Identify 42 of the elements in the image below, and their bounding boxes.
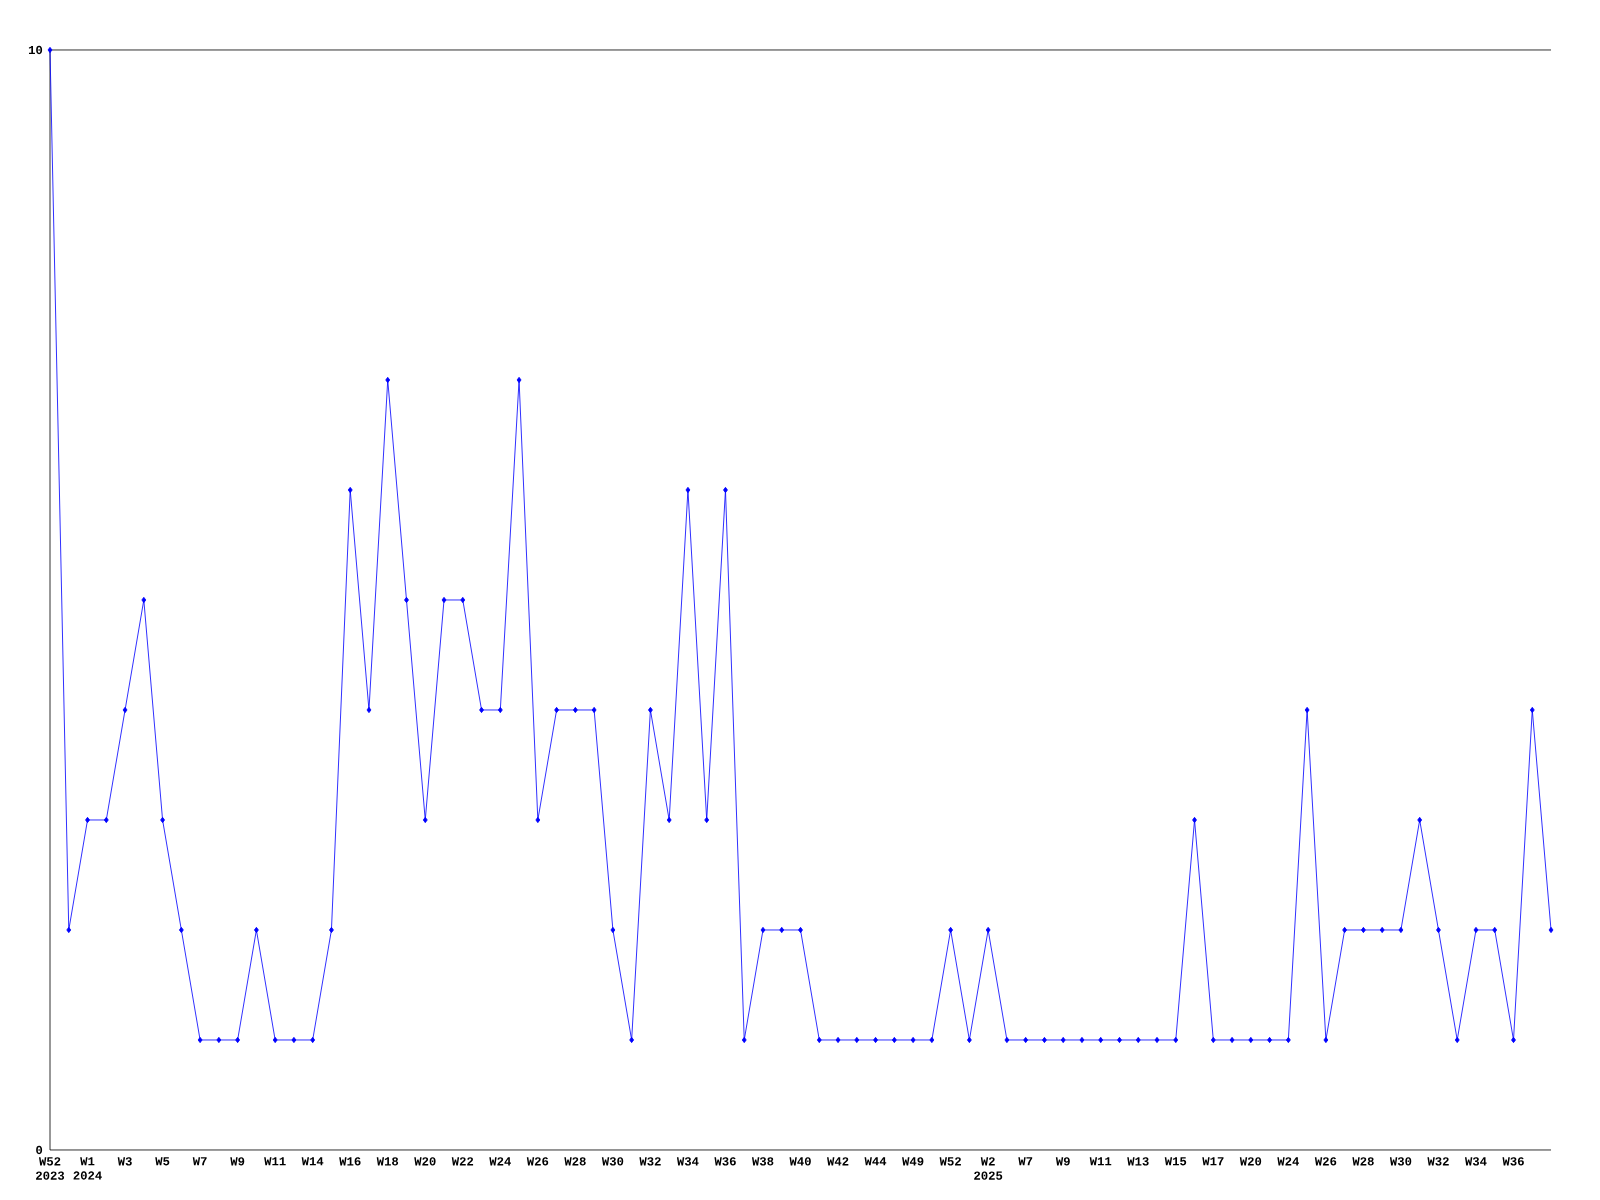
x-tick-label: W26 bbox=[1314, 1157, 1337, 1166]
x-tick-label: W11 bbox=[264, 1157, 286, 1166]
x-tick-label: W1 2024 bbox=[73, 1157, 102, 1180]
x-tick-label: W18 bbox=[376, 1157, 399, 1166]
x-tick-label: W28 bbox=[564, 1157, 586, 1166]
x-tick-label: W13 bbox=[1127, 1157, 1149, 1166]
x-tick-label: W24 bbox=[489, 1157, 511, 1166]
x-tick-label: W14 bbox=[301, 1157, 324, 1166]
x-tick-label: W7 bbox=[192, 1157, 207, 1166]
x-tick-label: W20 bbox=[1239, 1157, 1262, 1166]
x-tick-label: W30 bbox=[601, 1157, 624, 1166]
x-tick-label: W36 bbox=[714, 1157, 736, 1166]
x-tick-label: W15 bbox=[1164, 1157, 1187, 1166]
x-tick-label: W38 bbox=[751, 1157, 774, 1166]
x-tick-label: W2 2025 bbox=[974, 1157, 1003, 1180]
x-tick-label: W32 bbox=[639, 1157, 661, 1166]
x-tick-label: W34 bbox=[676, 1157, 699, 1166]
x-tick-label: W40 bbox=[789, 1157, 811, 1166]
x-tick-label: W11 bbox=[1089, 1157, 1112, 1166]
x-tick-label: W7 bbox=[1018, 1157, 1033, 1166]
x-tick-label: W36 bbox=[1502, 1157, 1524, 1166]
x-tick-label: W22 bbox=[451, 1157, 474, 1166]
x-tick-label: W5 bbox=[155, 1157, 170, 1166]
x-tick-label: W9 bbox=[230, 1157, 245, 1166]
x-tick-label: W20 bbox=[414, 1157, 436, 1166]
x-tick-label: W24 bbox=[1277, 1157, 1299, 1166]
x-tick-label: W17 bbox=[1202, 1157, 1224, 1166]
x-tick-label: W49 bbox=[902, 1157, 924, 1166]
y-tick-label: 0 bbox=[36, 1145, 43, 1155]
x-tick-label: W52 bbox=[939, 1157, 961, 1166]
x-tick-label: W44 bbox=[864, 1157, 887, 1166]
x-tick-label: W52 2023 bbox=[36, 1157, 65, 1180]
x-tick-label: W3 bbox=[117, 1157, 132, 1166]
x-tick-label: W26 bbox=[526, 1157, 549, 1166]
x-tick-label: W9 bbox=[1055, 1157, 1070, 1166]
x-tick-label: W28 bbox=[1352, 1157, 1374, 1166]
x-tick-label: W32 bbox=[1427, 1157, 1449, 1166]
x-tick-label: W30 bbox=[1389, 1157, 1412, 1166]
x-tick-label: W42 bbox=[827, 1157, 849, 1166]
y-tick-label: 10 bbox=[28, 45, 43, 55]
x-tick-label: W16 bbox=[339, 1157, 361, 1166]
x-tick-label: W34 bbox=[1464, 1157, 1487, 1166]
